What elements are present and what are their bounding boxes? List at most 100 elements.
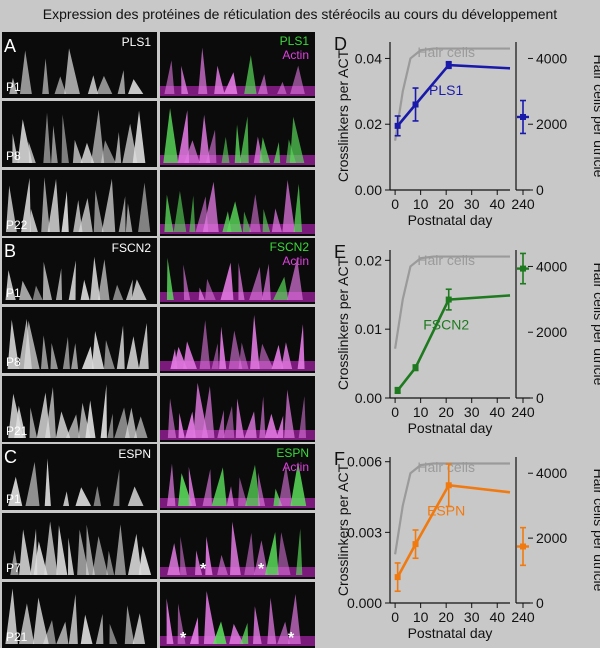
age-label: P8 xyxy=(6,149,21,163)
series-label: Hair cells xyxy=(417,44,475,60)
x-axis-label: Postnatal day xyxy=(408,212,493,228)
micrograph-c-single-1: P1 ESPN xyxy=(2,444,157,510)
y-right-tick-label: 2000 xyxy=(536,324,567,340)
micrograph-b-merge-2 xyxy=(160,307,315,373)
x-tick-label: 0 xyxy=(391,196,399,212)
x-tick-label: 10 xyxy=(413,404,429,420)
data-point xyxy=(520,265,526,272)
data-point xyxy=(520,113,526,120)
actin-label: Actin xyxy=(282,254,309,268)
x-tick-label: 0 xyxy=(391,609,399,625)
series-label: FSCN2 xyxy=(423,317,469,333)
x-axis-label: Postnatal day xyxy=(408,625,493,641)
micrograph-b-single-3: P21 xyxy=(2,376,157,442)
y-tick-label: 0.00 xyxy=(355,390,382,406)
age-label: P21 xyxy=(6,630,28,644)
actin-label: Actin xyxy=(282,460,309,474)
merge-protein-label: PLS1 xyxy=(279,34,309,48)
asterisk-marker: * xyxy=(200,561,207,578)
data-point xyxy=(412,364,419,371)
micrograph-a-single-3: P22 xyxy=(2,170,157,236)
x-tick-label: 30 xyxy=(464,404,480,420)
chart-svg: 0.00 0.01 0.02 0 2000 4000 0 10 20 30 40 240 Postnat… xyxy=(335,250,600,436)
y-tick-label: 0.02 xyxy=(355,116,382,132)
data-point xyxy=(520,543,526,550)
panel-letter-c: C xyxy=(4,447,17,467)
micrograph-a-single-1: P1 PLS1 xyxy=(2,32,157,98)
x-axis-label: Postnatal day xyxy=(408,420,493,436)
chart-panel-e: E 0.00 0.01 0.02 0 2000 4000 0 10 20 30 40 240 Postn… xyxy=(332,240,600,440)
x-tick-label: 10 xyxy=(413,196,429,212)
panel-letter-a: A xyxy=(4,36,17,56)
series-line xyxy=(396,294,511,392)
x-break-tick-label: 240 xyxy=(511,404,535,420)
panel-letter-b: B xyxy=(4,241,17,261)
series-label: Hair cells xyxy=(417,252,475,268)
micrograph-a-single-2: P8 xyxy=(2,101,157,167)
y-right-axis-label: Hair cells per utricle xyxy=(591,263,600,386)
series-label: PLS1 xyxy=(429,82,463,98)
y-axis-label: Crosslinkers per ACT xyxy=(335,463,351,596)
y-right-tick-label: 4000 xyxy=(536,50,567,66)
asterisk-marker: * xyxy=(258,561,265,578)
y-axis-label: Crosslinkers per ACT xyxy=(335,49,351,182)
series-line xyxy=(396,483,511,578)
chart-panel-f: F 0.000 0.003 0.006 0 2000 4000 0 10 20 30 40 240 Po… xyxy=(332,447,600,645)
x-tick-label: 40 xyxy=(489,404,505,420)
micrograph-b-single-1: P1 FSCN2 xyxy=(2,238,157,304)
merge-protein-label: ESPN xyxy=(276,446,309,460)
y-right-tick-label: 2000 xyxy=(536,530,567,546)
y-tick-label: 0.04 xyxy=(355,50,382,66)
x-tick-label: 10 xyxy=(413,609,429,625)
series-line xyxy=(394,255,510,349)
micrograph-c-merge-2: * * xyxy=(160,513,315,579)
asterisk-marker: * xyxy=(288,630,295,647)
y-right-tick-label: 0 xyxy=(536,390,544,406)
x-tick-label: 20 xyxy=(438,609,454,625)
protein-label: FSCN2 xyxy=(111,241,151,255)
x-tick-label: 20 xyxy=(438,404,454,420)
y-tick-label: 0.02 xyxy=(355,252,382,268)
asterisk-marker: * xyxy=(180,630,187,647)
micrograph-b-merge-1: FSCN2 Actin xyxy=(160,238,315,304)
data-point xyxy=(394,387,401,394)
y-tick-label: 0.003 xyxy=(347,524,382,540)
micrograph-c-merge-1: ESPN Actin xyxy=(160,444,315,510)
x-tick-label: 20 xyxy=(438,196,454,212)
micrograph-a-merge-3 xyxy=(160,170,315,236)
figure-title: Expression des protéines de réticulation… xyxy=(42,6,558,22)
age-label: P1 xyxy=(6,80,21,94)
protein-label: ESPN xyxy=(118,447,151,461)
micrograph-b-single-2: P8 xyxy=(2,307,157,373)
y-right-tick-label: 0 xyxy=(536,595,544,611)
x-tick-label: 40 xyxy=(489,196,505,212)
micrograph-b-merge-3 xyxy=(160,376,315,442)
series-line xyxy=(394,47,510,141)
data-point xyxy=(394,574,401,581)
micrograph-c-merge-3: * * xyxy=(160,582,315,648)
micrograph-a-merge-2 xyxy=(160,101,315,167)
series-label: ESPN xyxy=(427,502,465,518)
x-tick-label: 40 xyxy=(489,609,505,625)
data-point xyxy=(445,296,452,303)
x-tick-label: 30 xyxy=(464,609,480,625)
y-right-tick-label: 4000 xyxy=(536,465,567,481)
age-label: P22 xyxy=(6,218,28,232)
y-axis-label: Crosslinkers per ACT xyxy=(335,257,351,390)
chart-svg: 0.00 0.02 0.04 0 2000 4000 0 10 20 30 40 240 Postnat… xyxy=(335,42,600,228)
age-label: P8 xyxy=(6,355,21,369)
micrograph-a-merge-1: PLS1 Actin xyxy=(160,32,315,98)
x-tick-label: 0 xyxy=(391,404,399,420)
age-label: P1 xyxy=(6,286,21,300)
data-point xyxy=(394,122,401,129)
y-right-axis-label: Hair cells per utricle xyxy=(591,55,600,178)
actin-label: Actin xyxy=(282,48,309,62)
series-line xyxy=(394,462,510,555)
age-label: P7 xyxy=(6,561,21,575)
data-point xyxy=(445,62,452,69)
y-right-tick-label: 2000 xyxy=(536,116,567,132)
data-point xyxy=(412,101,419,108)
y-tick-label: 0.00 xyxy=(355,182,382,198)
chart-panel-d: D 0.00 0.02 0.04 0 2000 4000 0 10 20 30 40 240 Postn… xyxy=(332,32,600,232)
y-right-axis-label: Hair cells per utricle xyxy=(591,469,600,592)
